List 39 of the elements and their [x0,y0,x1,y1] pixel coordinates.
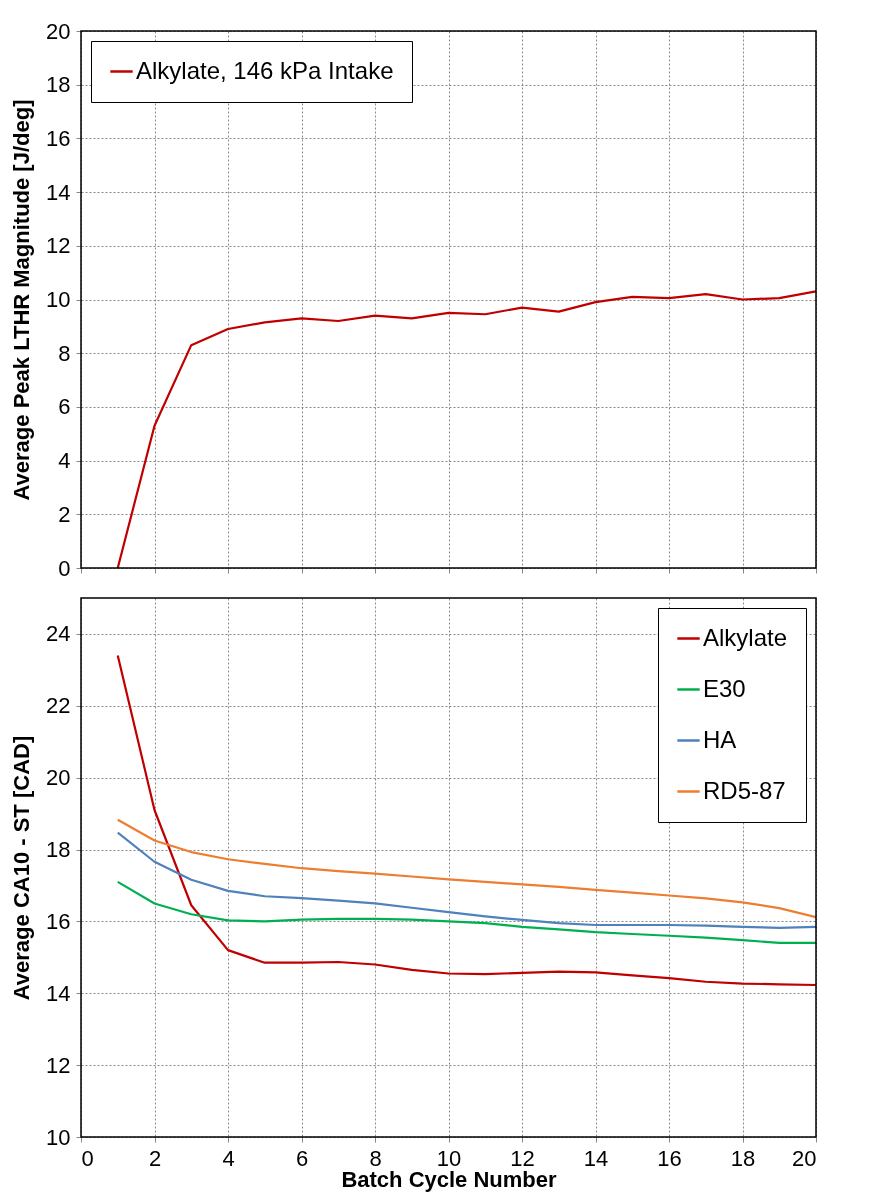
y-tick-label: 10 [46,287,71,312]
x-tick-label: 2 [148,1145,162,1171]
y-tick-label: 10 [46,1124,71,1150]
y-tick-label: 24 [46,621,71,647]
legend-label: HA [703,725,737,753]
y-tick-label: 18 [46,72,71,98]
x-tick-label: 14 [583,1145,609,1171]
line-series [116,880,816,945]
x-tick-label: 6 [295,1145,309,1171]
x-tick-label: 16 [657,1145,682,1171]
y-tick-label: 16 [46,125,71,151]
y-tick-label: 20 [46,765,71,791]
x-tick-label: 4 [222,1145,235,1171]
legend-label: E30 [703,674,746,702]
y-tick-label: 22 [46,693,71,719]
y-axis-title: Average CA10 - ST [CAD] [9,735,35,1001]
legend-label: Alkylate [703,623,788,651]
legend-label: Alkylate, 146 kPa Intake [136,56,394,84]
y-tick-label: 2 [58,501,71,527]
x-tick-label: 0 [81,1145,94,1171]
y-tick-label: 4 [58,448,71,474]
line-series [116,818,816,919]
y-tick-label: 12 [46,1052,71,1078]
y-tick-label: 16 [46,908,71,934]
y-tick-label: 20 [46,18,71,44]
y-tick-label: 12 [46,233,71,259]
line-series [116,831,816,929]
y-tick-label: 14 [46,179,71,205]
y-tick-label: 8 [58,340,71,366]
y-tick-label: 14 [46,980,71,1006]
y-tick-label: 6 [58,394,71,420]
x-tick-label: 18 [730,1145,756,1171]
line-series [116,654,816,987]
y-tick-label: 18 [46,837,71,863]
y-tick-label: 0 [58,555,71,581]
y-axis-title: Average Peak LTHR Magnitude [J/deg] [9,99,35,501]
legend-label: RD5-87 [703,776,786,804]
x-tick-label: 20 [792,1145,817,1171]
line-series [116,290,816,568]
